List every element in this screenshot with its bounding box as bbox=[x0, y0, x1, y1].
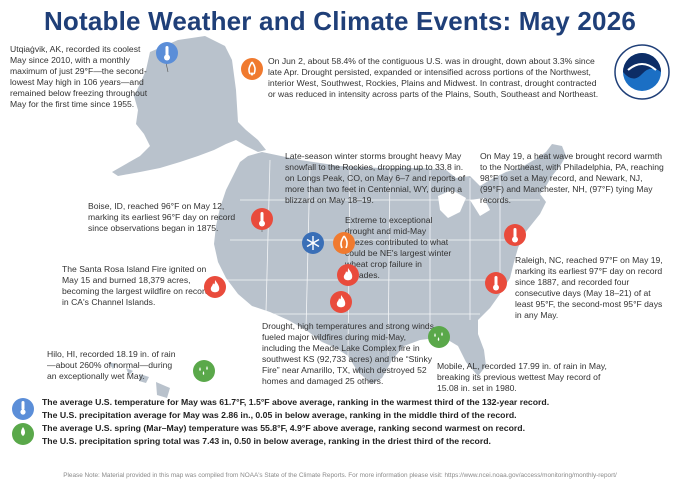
state-borders bbox=[226, 159, 540, 361]
wildfire-icon bbox=[330, 291, 352, 313]
event-boise: Boise, ID, reached 96°F on May 12, marki… bbox=[88, 201, 236, 233]
event-raleigh: Raleigh, NC, reached 97°F on May 19, mar… bbox=[515, 255, 663, 320]
summary-temperature-may: The average U.S. temperature for May was… bbox=[42, 397, 550, 407]
event-northeast-heat: On May 19, a heat wave brought record wa… bbox=[480, 151, 664, 205]
event-drought: On Jun 2, about 58.4% of the contiguous … bbox=[268, 56, 599, 99]
thermometer-hot-icon bbox=[504, 224, 526, 246]
summary-icons bbox=[12, 398, 34, 445]
footer-note: Please Note: Material provided in this m… bbox=[63, 472, 617, 479]
event-santa-rosa: The Santa Rosa Island Fire ignited on Ma… bbox=[62, 264, 210, 307]
thermometer-hot-icon bbox=[485, 272, 507, 294]
thermometer-hot-icon bbox=[251, 208, 273, 230]
summary-precip-may: The U.S. precipitation average for May w… bbox=[42, 410, 517, 420]
hawaii-islands bbox=[108, 362, 170, 398]
wildfire-icon bbox=[337, 264, 359, 286]
heavy-rain-icon bbox=[193, 360, 215, 382]
alaska-landmass bbox=[112, 36, 266, 176]
event-ne-freeze: Extreme to exceptional drought and mid-M… bbox=[345, 215, 452, 280]
event-alaska: Utqiaġvik, AK, recorded its coolest May … bbox=[10, 44, 148, 109]
wildfire-icon bbox=[204, 276, 226, 298]
drought-icon bbox=[241, 58, 263, 80]
event-plains-fire: Drought, high temperatures and strong wi… bbox=[262, 321, 434, 386]
event-mobile: Mobile, AL, recorded 17.99 in. of rain i… bbox=[437, 361, 607, 393]
summary-temperature-spring: The average U.S. spring (Mar–May) temper… bbox=[42, 423, 526, 433]
noaa-logo bbox=[614, 44, 670, 100]
summary-legend: The average U.S. temperature for May was… bbox=[10, 396, 670, 448]
heavy-rain-icon bbox=[428, 326, 450, 348]
event-rockies-snow: Late-season winter storms brought heavy … bbox=[285, 151, 466, 205]
drought-icon bbox=[333, 232, 355, 254]
great-lakes bbox=[438, 190, 490, 218]
page-title: Notable Weather and Climate Events: May … bbox=[43, 6, 637, 36]
event-hilo: Hilo, HI, recorded 18.19 in. of rain—abo… bbox=[47, 349, 176, 381]
snowflake-icon bbox=[302, 232, 324, 254]
summary-precip-spring: The U.S. precipitation spring total was … bbox=[42, 436, 491, 446]
thermometer-cold-icon bbox=[156, 42, 178, 64]
